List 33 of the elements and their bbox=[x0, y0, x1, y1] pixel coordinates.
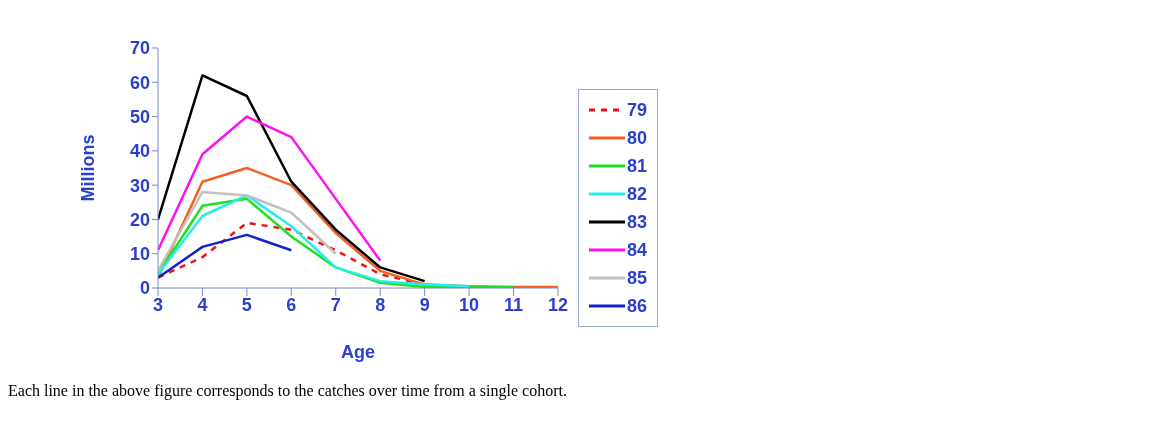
legend-label: 83 bbox=[626, 211, 647, 233]
x-tick-label: 8 bbox=[375, 294, 386, 315]
line-series bbox=[158, 233, 293, 279]
legend-label: 86 bbox=[626, 295, 647, 317]
x-tick-label: 5 bbox=[241, 294, 252, 315]
x-tick-label: 6 bbox=[286, 294, 297, 315]
y-tick-label: 20 bbox=[129, 209, 150, 230]
y-tick-label: 30 bbox=[129, 175, 150, 196]
legend-label: 80 bbox=[626, 127, 647, 149]
legend-label: 84 bbox=[626, 239, 647, 261]
line-series bbox=[158, 74, 426, 283]
y-axis-title: Millions bbox=[78, 134, 99, 202]
y-tick-label: 60 bbox=[129, 72, 150, 93]
y-tick-label: 70 bbox=[129, 38, 150, 59]
line-series bbox=[158, 190, 338, 273]
y-tick-label: 0 bbox=[139, 278, 150, 299]
text: Each line in the above figure corresponds to the catches over time from a single cohort. bbox=[8, 382, 567, 400]
legend-label: 81 bbox=[626, 155, 647, 177]
x-tick-label: 12 bbox=[547, 294, 568, 315]
x-tick-label: 10 bbox=[459, 294, 480, 315]
x-tick-label: 4 bbox=[197, 294, 208, 315]
legend-label: 85 bbox=[626, 267, 647, 289]
y-tick-label: 50 bbox=[129, 106, 150, 127]
x-tick-label: 11 bbox=[504, 294, 524, 315]
y-tick-label: 10 bbox=[129, 244, 150, 265]
x-tick-label: 9 bbox=[419, 294, 430, 315]
legend-label: 79 bbox=[626, 99, 647, 121]
legend-label: 82 bbox=[626, 183, 647, 205]
x-axis-title: Age bbox=[340, 342, 375, 362]
line-series bbox=[158, 115, 382, 262]
x-tick-label: 3 bbox=[152, 294, 164, 315]
y-tick-label: 40 bbox=[129, 141, 150, 162]
x-tick-label: 7 bbox=[330, 294, 341, 315]
